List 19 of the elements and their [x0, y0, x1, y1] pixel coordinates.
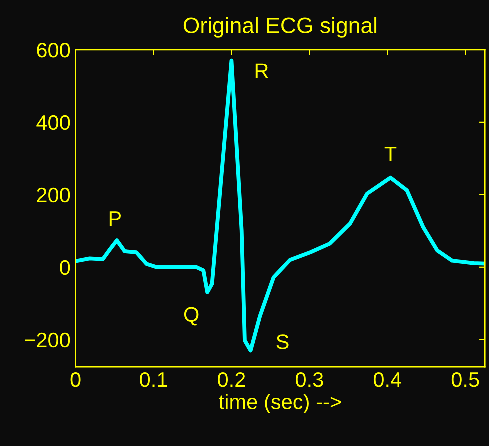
annotation: S [276, 334, 289, 350]
y-tick-label: −200 [25, 332, 70, 348]
y-tick-label: 600 [37, 42, 70, 58]
line-series [76, 58, 486, 353]
y-tick-label: 0 [60, 260, 70, 276]
x-axis-title: time (sec) --> [219, 394, 342, 414]
annotation: P [110, 212, 122, 226]
y-tick-label: 400 [36, 115, 70, 130]
annotation: R [256, 64, 268, 78]
chart-title: Original ECG signal [184, 17, 377, 38]
annotation: Q [184, 307, 199, 326]
y-tick-label: 200 [37, 188, 70, 203]
x-tick-label: 0.1 [140, 372, 168, 388]
x-tick-label: 0.2 [218, 372, 246, 388]
x-tick-label: 0.5 [452, 372, 480, 388]
x-tick-label: 0 [70, 372, 81, 388]
x-tick-label: 0.3 [296, 372, 324, 388]
x-tick-label: 0.4 [374, 372, 402, 388]
annotation: T [384, 146, 397, 162]
